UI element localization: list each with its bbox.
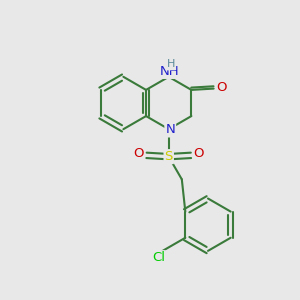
Text: NH: NH [160, 65, 179, 78]
Text: H: H [167, 59, 175, 70]
Text: S: S [164, 150, 173, 163]
Text: N: N [165, 123, 175, 136]
Text: O: O [216, 81, 226, 94]
Text: Cl: Cl [152, 251, 165, 264]
Text: O: O [134, 147, 144, 160]
Text: O: O [194, 147, 204, 160]
